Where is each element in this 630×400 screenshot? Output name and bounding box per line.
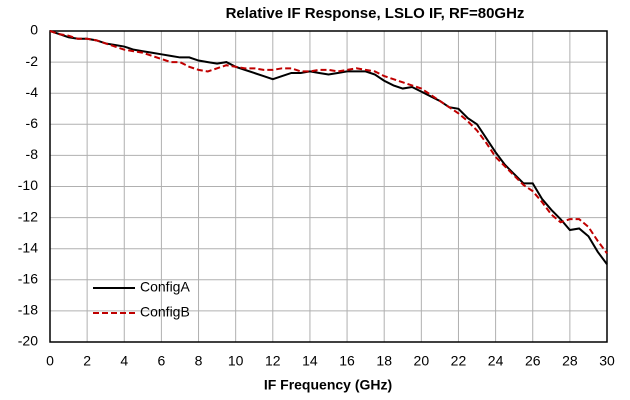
data-line [49,30,608,265]
x-tick-label: 28 [562,353,578,369]
y-tick-label: 0 [30,22,38,38]
legend-label: ConfigB [140,304,190,320]
y-tick-label: -6 [26,115,39,131]
x-tick-label: 30 [599,353,615,369]
x-tick-label: 0 [46,353,54,369]
x-tick-label: 26 [525,353,541,369]
data-line [49,30,608,254]
x-tick-label: 6 [158,353,166,369]
x-tick-label: 14 [302,353,318,369]
x-tick-label: 8 [195,353,203,369]
x-tick-label: 20 [414,353,430,369]
plot-frame [49,30,608,343]
x-tick-label: 10 [228,353,244,369]
x-tick-label: 4 [120,353,128,369]
y-tick-label: -8 [26,146,39,162]
y-tick-label: -14 [18,239,38,255]
y-tick-label: -2 [26,53,39,69]
y-tick-label: -20 [18,333,38,349]
x-tick-label: 22 [451,353,467,369]
x-tick-label: 2 [83,353,91,369]
x-tick-label: 12 [265,353,281,369]
x-tick-label: 16 [339,353,355,369]
legend-label: ConfigA [140,279,190,295]
y-tick-label: -10 [18,177,38,193]
chart-title: Relative IF Response, LSLO IF, RF=80GHz [226,5,525,22]
y-tick-label: -18 [18,302,38,318]
y-tick-label: -12 [18,208,38,224]
x-axis-label: IF Frequency (GHz) [264,377,392,393]
y-tick-label: -4 [26,84,39,100]
y-tick-label: -16 [18,271,38,287]
x-tick-label: 24 [488,353,504,369]
x-tick-label: 18 [376,353,392,369]
